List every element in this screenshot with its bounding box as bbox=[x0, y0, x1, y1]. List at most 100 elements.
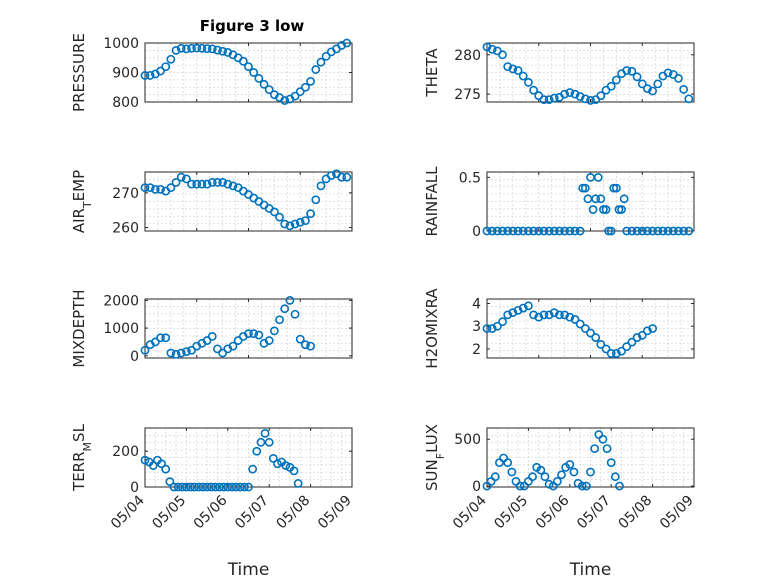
data-point bbox=[306, 76, 315, 86]
data-point bbox=[507, 467, 517, 477]
data-point bbox=[627, 226, 637, 236]
data-point bbox=[549, 308, 559, 318]
data-point bbox=[173, 482, 183, 492]
series-markers bbox=[482, 42, 694, 105]
data-point bbox=[337, 172, 347, 182]
data-point bbox=[575, 319, 585, 329]
data-point bbox=[534, 226, 544, 236]
data-point bbox=[617, 346, 626, 356]
data-point bbox=[578, 183, 588, 193]
data-point bbox=[622, 66, 632, 75]
data-point bbox=[588, 205, 598, 214]
x-tick-label: 05/05 bbox=[149, 493, 189, 533]
data-point bbox=[293, 479, 303, 488]
data-point bbox=[256, 437, 266, 447]
data-point bbox=[197, 179, 207, 189]
data-point bbox=[223, 482, 233, 492]
data-point bbox=[529, 310, 538, 320]
data-point bbox=[290, 219, 300, 229]
x-tick-label: 05/04 bbox=[450, 492, 490, 532]
data-point bbox=[490, 472, 500, 482]
data-point bbox=[684, 226, 694, 236]
y-axis-label: THETA bbox=[423, 48, 441, 98]
data-point bbox=[513, 226, 523, 236]
data-point bbox=[202, 179, 212, 189]
data-point bbox=[342, 172, 352, 182]
data-point bbox=[198, 482, 208, 492]
x-tick-label: 05/07 bbox=[232, 493, 272, 533]
data-point bbox=[280, 304, 290, 314]
data-point bbox=[560, 89, 570, 99]
data-point bbox=[207, 331, 217, 341]
data-point bbox=[140, 183, 150, 193]
x-tick-label: 05/05 bbox=[491, 493, 531, 533]
data-point bbox=[233, 336, 243, 345]
data-point bbox=[540, 472, 550, 482]
data-point bbox=[295, 87, 305, 97]
data-point bbox=[249, 68, 259, 77]
data-point bbox=[187, 43, 196, 53]
data-point bbox=[342, 38, 352, 48]
data-point bbox=[156, 184, 165, 194]
data-point bbox=[275, 212, 284, 222]
data-point bbox=[596, 194, 606, 204]
data-point bbox=[166, 54, 176, 64]
data-point bbox=[301, 340, 310, 350]
series-markers bbox=[140, 169, 352, 231]
data-point bbox=[316, 57, 326, 67]
data-point bbox=[285, 295, 295, 305]
data-point bbox=[487, 226, 497, 236]
y-tick-label: 280 bbox=[454, 48, 481, 64]
figure-title: Figure 3 low bbox=[200, 17, 305, 35]
data-point bbox=[264, 437, 274, 447]
y-tick-label: 0.5 bbox=[459, 170, 481, 186]
data-point bbox=[653, 79, 663, 89]
data-point bbox=[482, 42, 492, 52]
data-point bbox=[166, 183, 176, 193]
data-point bbox=[601, 344, 611, 354]
x-tick-label: 05/06 bbox=[191, 492, 231, 532]
data-point bbox=[306, 209, 315, 219]
data-point bbox=[565, 312, 575, 322]
data-point bbox=[187, 179, 196, 189]
data-point bbox=[606, 349, 616, 358]
y-axis-label: SUNFLUX bbox=[423, 424, 447, 491]
data-point bbox=[235, 482, 245, 492]
data-point bbox=[615, 481, 624, 491]
data-point bbox=[194, 482, 204, 492]
data-point bbox=[508, 226, 518, 236]
y-axis-label: PRESSURE bbox=[70, 33, 88, 112]
subplot-theta: 275 280 THETA bbox=[423, 42, 695, 105]
data-point bbox=[254, 74, 264, 83]
data-point bbox=[606, 81, 616, 91]
y-tick-label: 270 bbox=[112, 186, 139, 202]
y-tick-label: 0 bbox=[130, 480, 139, 496]
data-point bbox=[148, 461, 158, 470]
data-point bbox=[213, 178, 222, 187]
data-point bbox=[140, 455, 150, 465]
data-point bbox=[534, 312, 544, 322]
data-point bbox=[593, 172, 603, 182]
data-point bbox=[632, 72, 642, 82]
y-tick-label: 900 bbox=[112, 66, 139, 82]
data-point bbox=[565, 460, 575, 469]
data-point bbox=[518, 226, 528, 236]
data-point bbox=[601, 205, 611, 214]
subplot-air_temp: 260 270 AIRTEMP bbox=[70, 169, 353, 237]
data-point bbox=[658, 226, 668, 236]
data-point bbox=[239, 482, 249, 492]
data-point bbox=[181, 347, 191, 357]
data-point bbox=[569, 467, 579, 477]
y-tick-label: 260 bbox=[112, 221, 139, 237]
data-point bbox=[637, 79, 647, 89]
data-point bbox=[223, 179, 233, 189]
y-tick-label: 2000 bbox=[103, 293, 139, 309]
data-point bbox=[565, 88, 575, 97]
y-tick-label: 4 bbox=[472, 297, 481, 313]
data-point bbox=[228, 181, 238, 191]
data-point bbox=[575, 92, 585, 101]
data-point bbox=[598, 434, 608, 444]
data-point bbox=[295, 334, 305, 344]
data-point bbox=[176, 348, 186, 358]
